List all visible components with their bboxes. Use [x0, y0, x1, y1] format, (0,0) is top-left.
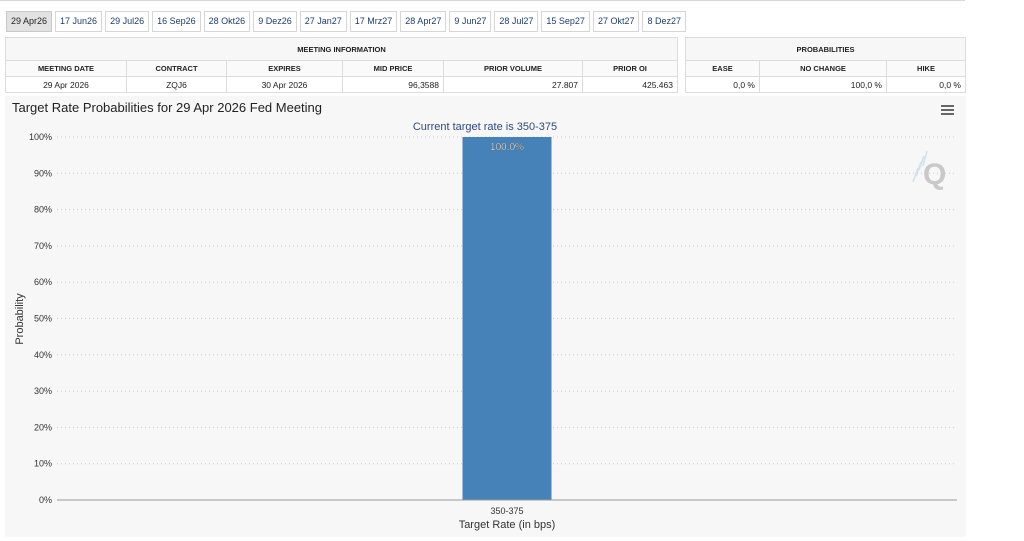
- y-tick-label: 100%: [29, 132, 52, 142]
- q-watermark-icon: Q: [912, 150, 946, 191]
- tab-meeting-date[interactable]: 17 Jun26: [55, 11, 103, 32]
- column-header: EXPIRES: [226, 60, 343, 77]
- tab-meeting-date[interactable]: 17 Mrz27: [349, 11, 398, 32]
- no-change-value: 100,0 %: [759, 76, 887, 93]
- prior-volume-value: 27.807: [443, 76, 583, 93]
- y-tick-label: 10%: [34, 459, 52, 469]
- contract-value: ZQJ6: [126, 76, 227, 93]
- tab-meeting-date[interactable]: 27 Jan27: [299, 11, 347, 32]
- probabilities-header: PROBABILITIES: [685, 37, 966, 61]
- column-header: CONTRACT: [126, 60, 227, 77]
- y-tick-label: 90%: [34, 168, 52, 178]
- table-row: 29 Apr 2026 ZQJ6 30 Apr 2026 96,3588 27.…: [5, 76, 678, 93]
- probability-chart: Target Rate Probabilities for 29 Apr 202…: [5, 96, 966, 537]
- probabilities-table: PROBABILITIES EASE NO CHANGE HIKE 0,0 % …: [685, 37, 966, 93]
- y-tick-label: 20%: [34, 422, 52, 432]
- tab-meeting-date[interactable]: 28 Apr27: [400, 11, 447, 32]
- tab-meeting-date[interactable]: 29 Apr26: [6, 11, 53, 32]
- meeting-information-table: MEETING INFORMATION MEETING DATE CONTRAC…: [5, 37, 678, 93]
- column-header: MID PRICE: [342, 60, 444, 77]
- y-tick-label: 80%: [34, 205, 52, 215]
- x-tick-label: 350-375: [490, 506, 523, 516]
- tab-meeting-date[interactable]: 15 Sep27: [541, 11, 590, 32]
- table-row: 0,0 % 100,0 % 0,0 %: [685, 76, 966, 93]
- y-tick-label: 30%: [34, 386, 52, 396]
- expires-value: 30 Apr 2026: [226, 76, 343, 93]
- tab-meeting-date[interactable]: 28 Jul27: [494, 11, 539, 32]
- hike-value: 0,0 %: [886, 76, 966, 93]
- column-header: MEETING DATE: [5, 60, 127, 77]
- column-header: EASE: [685, 60, 760, 77]
- meeting-date-value: 29 Apr 2026: [5, 76, 127, 93]
- tab-meeting-date[interactable]: 9 Dez26: [253, 11, 297, 32]
- prior-oi-value: 425.463: [582, 76, 678, 93]
- tab-meeting-date[interactable]: 28 Okt26: [203, 11, 251, 32]
- tab-meeting-date[interactable]: 16 Sep26: [152, 11, 201, 32]
- bar-data-label: 100.0%: [490, 142, 524, 153]
- chart-title: Target Rate Probabilities for 29 Apr 202…: [12, 100, 323, 115]
- y-tick-label: 70%: [34, 241, 52, 251]
- y-tick-label: 40%: [34, 350, 52, 360]
- hamburger-menu-icon[interactable]: [941, 105, 954, 115]
- tab-meeting-date[interactable]: 27 Okt27: [592, 11, 640, 32]
- y-axis-label: Probability: [14, 293, 26, 345]
- chart-subtitle: Current target rate is 350-375: [413, 121, 557, 133]
- column-header: NO CHANGE: [759, 60, 887, 77]
- y-tick-label: 50%: [34, 314, 52, 324]
- tab-meeting-date[interactable]: 29 Jul26: [105, 11, 150, 32]
- y-tick-label: 0%: [39, 495, 52, 505]
- x-axis-label: Target Rate (in bps): [459, 519, 556, 531]
- tab-meeting-date[interactable]: 9 Jun27: [449, 11, 492, 32]
- watermark-text: Q: [923, 158, 946, 191]
- column-header: PRIOR OI: [582, 60, 678, 77]
- tab-meeting-date[interactable]: 8 Dez27: [642, 11, 686, 32]
- top-divider: [0, 0, 965, 1]
- meeting-date-tabs: 29 Apr26 17 Jun26 29 Jul26 16 Sep26 28 O…: [6, 11, 686, 32]
- column-header: PRIOR VOLUME: [443, 60, 583, 77]
- y-tick-label: 60%: [34, 277, 52, 287]
- mid-price-value: 96,3588: [342, 76, 444, 93]
- meeting-information-header: MEETING INFORMATION: [5, 37, 678, 61]
- column-header: HIKE: [886, 60, 966, 77]
- chart-plot: Q 0% 10% 20% 30% 40% 50% 60% 70% 80% 90% 100% 100.…: [14, 121, 957, 531]
- ease-value: 0,0 %: [685, 76, 760, 93]
- bar[interactable]: [462, 137, 552, 500]
